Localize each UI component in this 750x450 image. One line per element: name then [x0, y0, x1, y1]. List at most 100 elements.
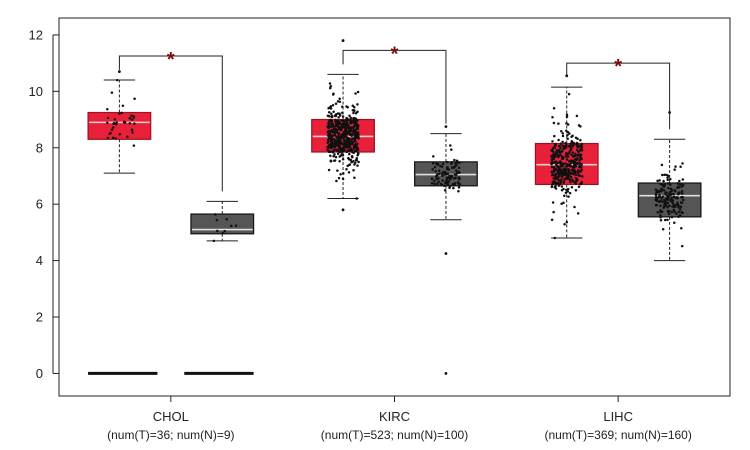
data-point: [351, 104, 355, 107]
data-point: [456, 161, 459, 164]
data-point: [565, 115, 569, 118]
data-point: [113, 118, 117, 121]
data-point: [331, 129, 334, 133]
data-point: [564, 191, 568, 195]
data-point: [118, 112, 121, 115]
data-point: [673, 210, 676, 214]
data-point: [430, 181, 434, 185]
data-point: [340, 153, 343, 156]
data-point: [655, 203, 658, 207]
data-point: [338, 159, 341, 163]
data-point: [326, 148, 329, 151]
data-point: [331, 93, 335, 96]
data-point: [349, 127, 352, 131]
data-point: [446, 182, 450, 186]
data-point: [328, 129, 331, 133]
data-point: [332, 154, 335, 158]
data-point: [455, 173, 458, 176]
data-point: [342, 122, 346, 126]
data-point: [340, 119, 343, 122]
data-point: [108, 132, 111, 135]
data-point: [332, 110, 335, 114]
outlier-point: [444, 372, 448, 375]
data-point: [223, 229, 226, 233]
data-point: [338, 142, 341, 145]
data-point: [659, 215, 662, 219]
data-point: [675, 212, 678, 216]
data-point: [554, 144, 557, 147]
data-point: [130, 114, 133, 117]
data-point: [338, 139, 342, 143]
data-point: [357, 133, 360, 136]
data-point: [439, 164, 442, 168]
data-point: [678, 213, 682, 217]
data-point: [671, 201, 675, 205]
data-point: [433, 165, 437, 169]
data-point: [575, 114, 579, 118]
data-point: [432, 155, 435, 158]
data-point: [676, 201, 679, 204]
significance-bracket: *: [566, 56, 671, 130]
data-point: [454, 176, 457, 179]
data-point: [565, 122, 568, 125]
data-point: [344, 140, 348, 143]
data-point: [352, 130, 355, 134]
data-point: [562, 187, 565, 191]
data-point: [332, 125, 335, 128]
data-point: [114, 137, 117, 140]
data-point: [550, 185, 554, 189]
data-point: [580, 180, 583, 184]
data-point: [345, 143, 349, 146]
data-point: [661, 195, 665, 198]
data-point: [557, 178, 561, 182]
data-point: [355, 157, 359, 160]
data-point: [348, 149, 352, 152]
data-point: [349, 116, 353, 120]
data-point: [450, 175, 454, 178]
data-point: [333, 133, 337, 137]
data-point: [576, 156, 579, 160]
data-point: [328, 86, 332, 90]
data-point: [345, 105, 348, 108]
data-point: [568, 191, 572, 195]
data-point: [334, 124, 337, 128]
data-point: [568, 145, 572, 148]
data-point: [336, 149, 340, 152]
data-point: [448, 175, 452, 179]
data-point: [680, 185, 684, 188]
data-point: [349, 129, 352, 133]
data-point: [572, 141, 576, 145]
data-point: [552, 107, 556, 110]
data-point: [335, 112, 338, 116]
data-point: [347, 156, 350, 160]
data-point: [552, 161, 555, 164]
data-point: [351, 132, 355, 136]
outlier-point: [341, 39, 345, 42]
data-point: [225, 217, 228, 221]
data-point: [561, 157, 565, 160]
y-tick-label: 10: [29, 84, 43, 99]
data-point: [551, 180, 555, 183]
data-point: [355, 149, 358, 153]
data-point: [679, 183, 682, 186]
data-point: [562, 162, 565, 166]
data-point: [567, 173, 571, 176]
data-point: [329, 159, 333, 163]
data-point: [457, 186, 461, 189]
data-point: [559, 180, 562, 183]
data-point: [666, 182, 670, 185]
data-point: [355, 126, 359, 130]
data-point: [666, 218, 669, 222]
data-point: [356, 90, 360, 94]
data-point: [328, 150, 332, 154]
data-point: [559, 142, 563, 146]
sample-count-label: (num(T)=523; num(N)=100): [321, 428, 468, 442]
data-point: [352, 109, 356, 112]
data-point: [550, 161, 553, 165]
data-point: [552, 121, 556, 125]
data-point: [678, 186, 681, 189]
data-point: [433, 182, 436, 186]
data-point: [658, 182, 662, 186]
data-point: [665, 173, 668, 177]
